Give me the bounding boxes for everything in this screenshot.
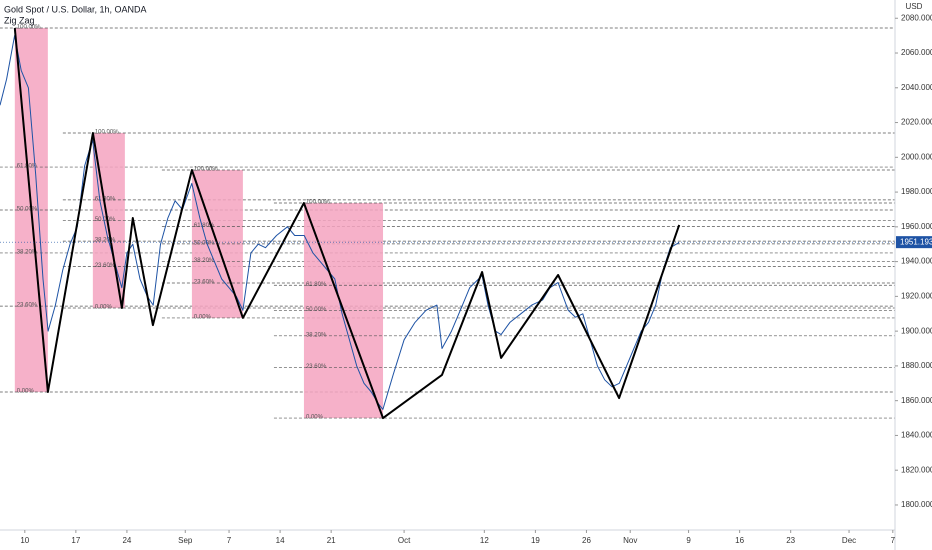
fib-label: 100.00% [17,25,41,31]
fib-label: 23.60% [95,263,116,269]
fib-label: 38.20% [306,332,327,338]
x-tick-label: 14 [276,536,285,545]
fib-label: 38.20% [194,258,215,264]
series-layer [0,27,681,420]
x-tick-label: Sep [178,536,193,545]
fib-label: 23.60% [194,280,215,286]
x-tick-label: 12 [480,536,489,545]
fib-label: 50.00% [95,217,116,223]
fib-label: 100.00% [306,200,330,206]
fib-label: 0.00% [95,305,113,311]
axes: 1800.000 1820.000 1840.000 1860.000 1880.000… [0,13,932,545]
fib-label: 50.00% [194,240,215,246]
fib-label: 0.00% [17,389,35,395]
x-tick-label: 9 [686,536,691,545]
x-tick-label: 7 [891,536,896,545]
y-tick-label: 1800.000 [901,500,932,509]
last-price-box [896,236,932,249]
x-tick-label: 19 [531,536,540,545]
fib-label: 50.00% [306,307,327,313]
y-tick-label: 1820.000 [901,465,932,474]
chart-title: Gold Spot / U.S. Dollar, 1h, OANDA [4,4,147,14]
fib-label: 100.00% [194,167,218,173]
fib-label: 61.80% [95,196,116,202]
y-tick-label: 2000.000 [901,152,932,161]
fib-label: 61.80% [194,223,215,229]
y-tick-label: 2060.000 [901,48,932,57]
x-tick-label: 23 [786,536,795,545]
x-tick-label: Oct [398,536,411,545]
fib-label: 50.00% [17,207,38,213]
zigzag-line [13,27,681,420]
fib-label: 38.20% [17,249,38,255]
currency: USD [906,2,923,11]
y-tick-label: 1880.000 [901,361,932,370]
fib-label: 38.20% [95,238,116,244]
y-tick-label: 1860.000 [901,396,932,405]
price-line [0,35,680,410]
currency-box [897,0,932,13]
y-tick-label: 2040.000 [901,83,932,92]
x-tick-label: 16 [735,536,744,545]
fib-label: 0.00% [194,315,212,321]
x-tick-label: 21 [327,536,336,545]
indicator-name: Zig Zag [4,15,35,25]
x-tick-label: 7 [227,536,232,545]
fib-label: 100.00% [95,130,119,136]
y-tick-label: 1840.000 [901,431,932,440]
y-tick-label: 1900.000 [901,326,932,335]
y-tick-label: 2020.000 [901,118,932,127]
y-tick-label: 1980.000 [901,187,932,196]
fib-label: 23.60% [306,364,327,370]
y-tick-label: 2080.000 [901,13,932,22]
fib-label: 23.60% [17,303,38,309]
x-tick-label: 24 [122,536,131,545]
x-tick-label: 26 [582,536,591,545]
last-price-label: 1951.193 [900,237,932,246]
x-tick-label: Dec [842,536,856,545]
x-tick-label: 10 [20,536,29,545]
x-tick-label: Nov [623,536,637,545]
x-tick-label: 17 [71,536,80,545]
y-tick-label: 1960.000 [901,222,932,231]
y-tick-label: 1940.000 [901,257,932,266]
fib-label: 61.80% [306,282,327,288]
fib-label: 0.00% [306,415,324,421]
y-tick-label: 1920.000 [901,291,932,300]
